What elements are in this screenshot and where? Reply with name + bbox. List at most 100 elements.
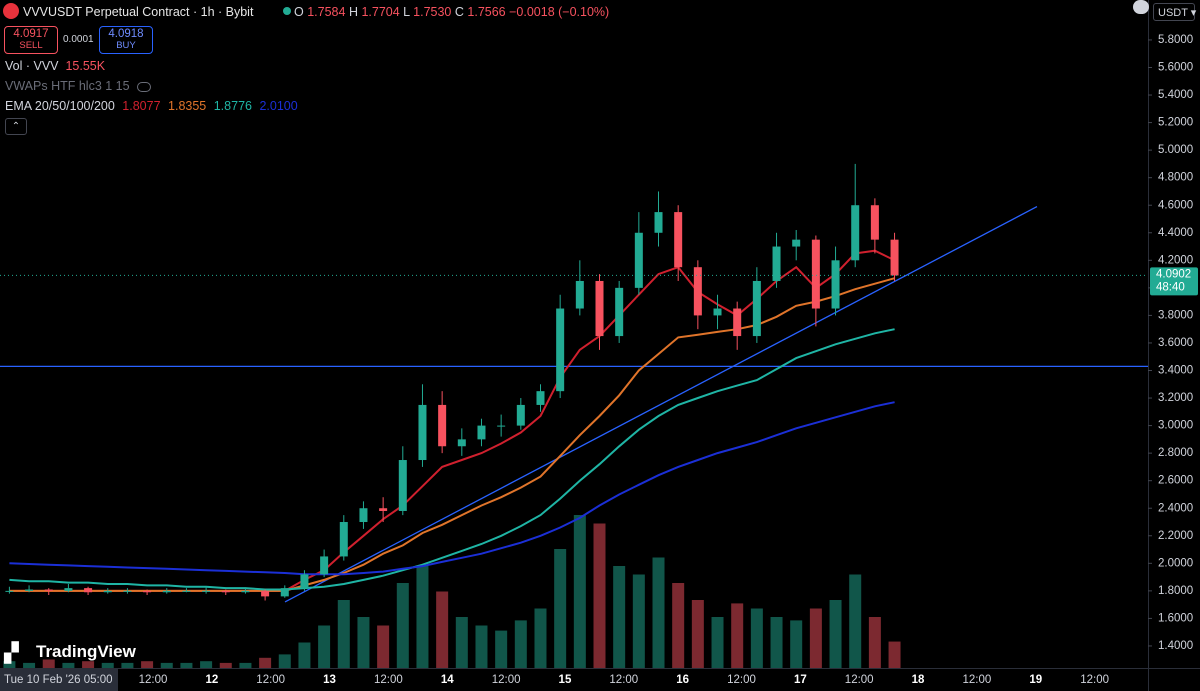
y-tick-label: 5.4000 [1158, 89, 1193, 101]
candle-body [615, 287, 624, 337]
last-price-label: 4.0902 [1156, 268, 1191, 280]
x-tick-label: 15 [559, 674, 572, 686]
spread: 0.0001 [63, 34, 94, 45]
volume-bar [62, 662, 75, 668]
x-tick-label: 17 [794, 674, 807, 686]
x-tick-label-bg [0, 669, 118, 691]
volume-bar [455, 617, 468, 668]
ohlc-value: 1.7566 [467, 5, 506, 19]
candle-body [595, 280, 604, 337]
x-tick-label: 12:00 [1080, 674, 1109, 686]
y-tick-label: 2.8000 [1158, 447, 1193, 459]
volume-bar [849, 574, 862, 668]
candle-body [497, 425, 506, 427]
ema-line [9, 249, 896, 592]
volume-bar [3, 661, 16, 668]
symbol-title[interactable]: VVVUSDT Perpetual Contract · 1h · Bybit [23, 5, 254, 19]
ema-line [9, 277, 895, 592]
candle-body [84, 588, 93, 593]
volume-bar [436, 591, 449, 668]
candle-body [792, 239, 801, 247]
volume-bar [475, 625, 488, 668]
candle-body [123, 590, 132, 592]
sell-price: 4.0917 [13, 28, 49, 40]
y-tick-label: 5.2000 [1158, 117, 1193, 129]
candle-body [733, 308, 742, 337]
x-tick-label: 12:00 [139, 674, 168, 686]
candle-body [654, 212, 663, 233]
volume-bar [613, 566, 626, 668]
volume-bar [672, 583, 685, 668]
ema-indicator[interactable]: EMA 20/50/100/200 1.8077 1.8355 1.8776 2… [5, 99, 298, 113]
y-tick-label: 4.6000 [1158, 199, 1193, 211]
y-tick-label: 5.6000 [1158, 62, 1193, 74]
y-tick-label: 4.2000 [1158, 254, 1193, 266]
volume-bar [573, 515, 586, 668]
x-tick-label: 12 [205, 674, 218, 686]
candle-body [713, 308, 722, 316]
candle-body [811, 239, 820, 309]
volume-bar [357, 617, 370, 668]
volume-bar [534, 608, 547, 668]
y-tick-label: 1.4000 [1158, 640, 1193, 652]
volume-indicator[interactable]: Vol · VVV 15.55K [5, 59, 105, 73]
x-tick-label: 13 [323, 674, 336, 686]
candle-body [5, 590, 14, 592]
candle-body [693, 267, 702, 316]
volume-bar [554, 549, 567, 668]
volume-bar [23, 662, 36, 668]
buy-label: BUY [116, 40, 136, 51]
volume-bar [377, 625, 390, 668]
volume-bar [514, 620, 527, 668]
volume-bar [770, 617, 783, 668]
countdown: 48:40 [1156, 281, 1185, 293]
ohlc-label: C [454, 5, 464, 19]
sell-button[interactable]: 4.0917 SELL [4, 26, 58, 54]
vwap-indicator[interactable]: VWAPs HTF hlc3 1 15 [5, 79, 151, 93]
buy-button[interactable]: 4.0918 BUY [99, 26, 153, 54]
candle-body [457, 439, 466, 447]
volume-bar [318, 625, 331, 668]
candle-body [674, 212, 683, 268]
y-tick-label: 3.6000 [1158, 337, 1193, 349]
volume-bar [593, 523, 606, 668]
ohlc-label: O [294, 5, 304, 19]
collapse-button[interactable]: ⌃ [5, 118, 27, 135]
candle-body [280, 588, 289, 597]
candle-body [221, 590, 230, 593]
currency: USDT [1158, 7, 1188, 19]
volume-bar [180, 662, 193, 668]
volume-bar [809, 608, 822, 668]
ohlc-value: 1.7584 [307, 5, 346, 19]
y-tick-label: 5.8000 [1158, 34, 1193, 46]
x-tick-label: 12:00 [963, 674, 992, 686]
x-tick-label: 12:00 [609, 674, 638, 686]
status-dot [283, 7, 291, 15]
x-tick-label: 19 [1029, 674, 1042, 686]
candle-body [516, 404, 525, 426]
candle-body [890, 239, 899, 276]
y-tick-label: 1.8000 [1158, 585, 1193, 597]
settings-icon[interactable] [1133, 0, 1149, 14]
x-tick-label: 12:00 [845, 674, 874, 686]
candle-body [851, 205, 860, 261]
y-tick-label: 2.6000 [1158, 475, 1193, 487]
change: −0.0018 (−0.10%) [509, 5, 610, 19]
candle-body [359, 508, 368, 523]
volume-bar [121, 662, 134, 668]
y-tick-label: 2.4000 [1158, 502, 1193, 514]
candle-body [320, 556, 329, 575]
volume-bar [652, 557, 665, 668]
candle-body [398, 460, 407, 511]
y-tick-label: 5.0000 [1158, 144, 1193, 156]
candle-body [261, 590, 270, 597]
buy-price: 4.0918 [108, 28, 144, 40]
x-tick-label: 12:00 [374, 674, 403, 686]
currency-dropdown[interactable]: USDT ▾ [1153, 3, 1196, 21]
candle-body [575, 280, 584, 309]
candle-body [25, 589, 34, 591]
candle-body [339, 522, 348, 557]
candle-body [477, 425, 486, 440]
hidden-icon[interactable] [136, 81, 151, 92]
